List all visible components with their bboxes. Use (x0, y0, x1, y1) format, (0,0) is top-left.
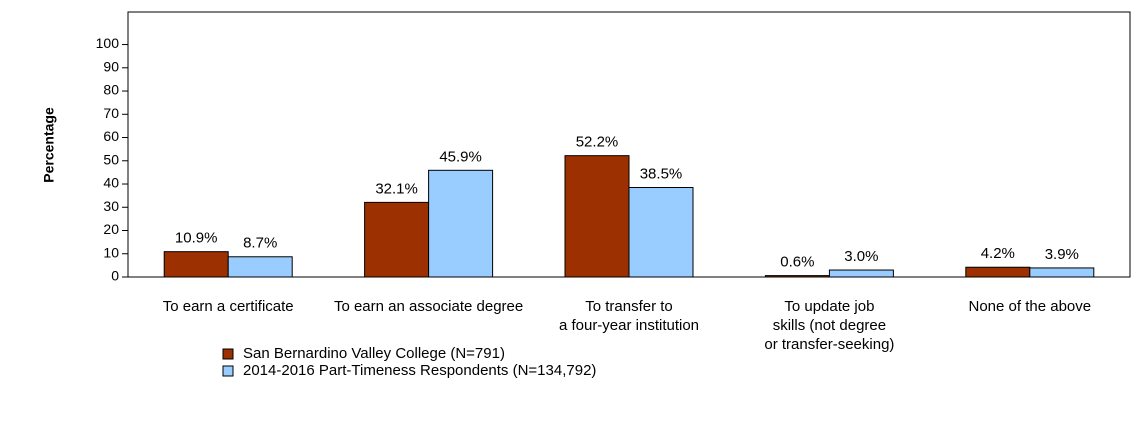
bar (1029, 267, 1095, 278)
value-label: 38.5% (640, 165, 683, 182)
bar (828, 269, 894, 278)
x-tick-label: a four-year institution (559, 317, 699, 334)
y-axis-label: Percentage (41, 107, 57, 183)
bar (564, 155, 630, 278)
value-label: 8.7% (243, 235, 277, 252)
x-tick-label: To update job (784, 298, 874, 315)
bar (364, 201, 430, 278)
x-tick-label: To earn a certificate (163, 298, 294, 315)
y-tick-label: 10 (103, 244, 119, 260)
y-tick-label: 100 (96, 35, 120, 51)
bar (163, 251, 229, 278)
bar (428, 169, 494, 278)
y-tick-label: 60 (103, 128, 119, 144)
value-label: 10.9% (175, 230, 218, 247)
legend-swatch (222, 348, 234, 360)
x-tick-label: To transfer to (585, 298, 673, 315)
bar (628, 187, 694, 278)
legend-swatch (222, 365, 234, 377)
value-label: 3.0% (844, 248, 878, 265)
x-tick-label: None of the above (969, 298, 1092, 315)
value-label: 3.9% (1045, 246, 1079, 263)
bar (764, 275, 830, 278)
y-tick-label: 90 (103, 58, 119, 74)
y-tick-label: 70 (103, 105, 119, 121)
y-tick-label: 0 (111, 268, 119, 284)
y-tick-label: 80 (103, 82, 119, 98)
bar (965, 266, 1031, 278)
legend-label: 2014-2016 Part-Timeness Respondents (N=1… (243, 362, 596, 379)
y-tick-label: 50 (103, 151, 119, 167)
y-tick-label: 20 (103, 221, 119, 237)
value-label: 52.2% (576, 134, 619, 151)
value-label: 32.1% (375, 180, 418, 197)
x-tick-label: To earn an associate degree (334, 298, 523, 315)
value-label: 0.6% (780, 254, 814, 271)
x-tick-label: or transfer-seeking) (764, 336, 894, 353)
y-tick-label: 40 (103, 175, 119, 191)
bar (227, 256, 293, 278)
y-tick-label: 30 (103, 198, 119, 214)
x-tick-label: skills (not degree (773, 317, 886, 334)
legend-label: San Bernardino Valley College (N=791) (243, 345, 505, 362)
value-label: 4.2% (981, 245, 1015, 262)
value-label: 45.9% (439, 148, 482, 165)
